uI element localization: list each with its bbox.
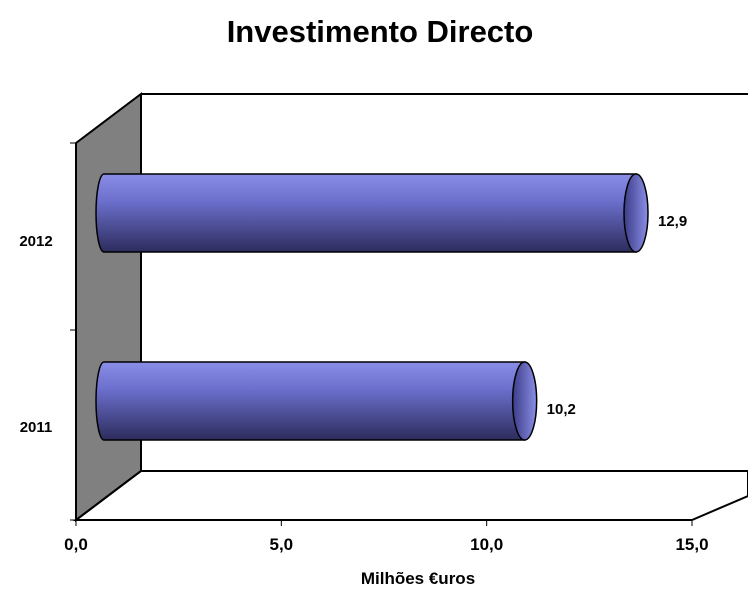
- data-label: 10,2: [547, 401, 576, 418]
- chart-title: Investimento Directo: [226, 14, 534, 49]
- bar-body: [95, 361, 526, 441]
- floor: [73, 470, 748, 521]
- bar: [95, 361, 538, 441]
- x-tick-label: 15,0: [675, 535, 708, 554]
- x-tick-label: 0,0: [64, 535, 88, 554]
- data-label: 12,9: [658, 213, 687, 230]
- x-axis-title: Milhões €uros: [361, 569, 475, 588]
- bar: [95, 173, 649, 253]
- x-tick-label: 10,0: [470, 535, 503, 554]
- bar-cap: [623, 173, 649, 253]
- bar-body: [95, 173, 637, 253]
- bars: [95, 173, 649, 441]
- side-wall: [75, 91, 142, 523]
- bar-cap: [511, 361, 538, 441]
- labels: 10,2 2011 12,9 2012: [19, 213, 687, 436]
- x-tick-label: 5,0: [270, 535, 294, 554]
- category-label: 2012: [19, 233, 52, 250]
- x-axis-ticks: 0,0 5,0 10,0 15,0: [64, 520, 709, 554]
- category-label: 2011: [20, 419, 53, 436]
